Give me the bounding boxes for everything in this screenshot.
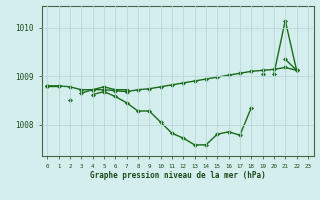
X-axis label: Graphe pression niveau de la mer (hPa): Graphe pression niveau de la mer (hPa) — [90, 171, 266, 180]
